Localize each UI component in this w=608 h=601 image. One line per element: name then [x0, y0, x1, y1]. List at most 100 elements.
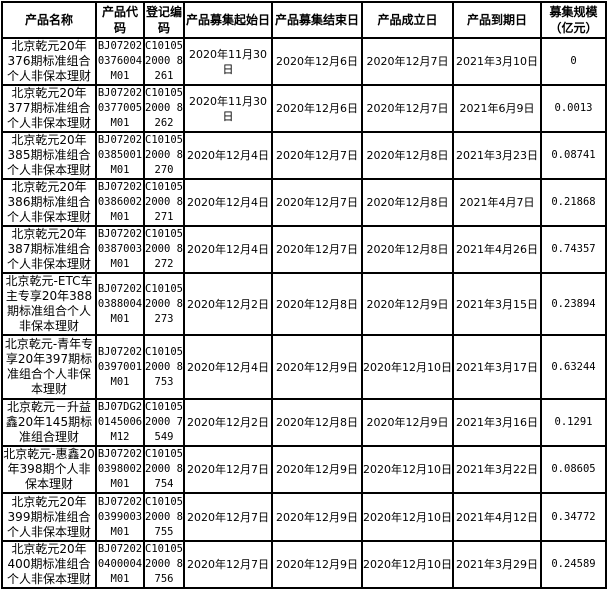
header-reg: 登记编码	[143, 1, 185, 39]
header-end: 产品募集结束日	[271, 1, 363, 39]
cell-end: 2020年12月8日	[271, 398, 363, 447]
cell-name: 北京乾元20年399期标准组合个人非保本理财	[1, 492, 97, 542]
cell-reg: C101052000 8753	[143, 334, 185, 400]
header-size: 募集规模（亿元）	[540, 1, 607, 39]
product-table: 产品名称 产品代码 登记编码 产品募集起始日 产品募集结束日 产品成立日 产品到…	[1, 1, 607, 589]
cell-name: 北京乾元20年385期标准组合个人非保本理财	[1, 131, 97, 180]
cell-found: 2020年12月10日	[361, 492, 454, 542]
table-row: 北京乾元20年386期标准组合个人非保本理财 BJ072020386002M01 C…	[1, 178, 607, 227]
cell-name: 北京乾元-青年专享20年397期标准组合个人非保本理财	[1, 334, 97, 400]
cell-size: 0.0013	[540, 84, 607, 133]
cell-end: 2020年12月9日	[271, 540, 363, 589]
cell-reg: C101052000 8262	[143, 84, 185, 133]
cell-size: 0.08605	[540, 445, 607, 494]
cell-reg: C101052000 8272	[143, 225, 185, 274]
cell-start: 2020年11月30日	[183, 84, 273, 133]
cell-found: 2020年12月8日	[361, 225, 454, 274]
cell-size: 0.08741	[540, 131, 607, 180]
cell-size: 0.1291	[540, 398, 607, 447]
cell-found: 2020年12月8日	[361, 178, 454, 227]
cell-start: 2020年12月7日	[183, 540, 273, 589]
cell-end: 2020年12月9日	[271, 492, 363, 542]
cell-name: 北京乾元20年386期标准组合个人非保本理财	[1, 178, 97, 227]
cell-size: 0.34772	[540, 492, 607, 542]
cell-mature: 2021年3月29日	[452, 540, 542, 589]
cell-found: 2020年12月10日	[361, 334, 454, 400]
header-start: 产品募集起始日	[183, 1, 273, 39]
cell-reg: C101052000 8273	[143, 272, 185, 336]
header-row: 产品名称 产品代码 登记编码 产品募集起始日 产品募集结束日 产品成立日 产品到…	[1, 1, 607, 39]
header-code: 产品代码	[95, 1, 145, 39]
cell-mature: 2021年3月23日	[452, 131, 542, 180]
cell-reg: C101052000 8756	[143, 540, 185, 589]
cell-code: BJ072020376004M01	[95, 37, 145, 86]
cell-code: BJ072020388004M01	[95, 272, 145, 336]
cell-code: BJ072020398002M01	[95, 445, 145, 494]
cell-mature: 2021年4月7日	[452, 178, 542, 227]
cell-name: 北京乾元20年377期标准组合个人非保本理财	[1, 84, 97, 133]
header-name: 产品名称	[1, 1, 97, 39]
cell-name: 北京乾元－升益鑫20年145期标准组合理财	[1, 398, 97, 447]
cell-found: 2020年12月7日	[361, 37, 454, 86]
cell-size: 0.23894	[540, 272, 607, 336]
cell-reg: C101052000 8261	[143, 37, 185, 86]
cell-start: 2020年12月4日	[183, 225, 273, 274]
cell-mature: 2021年3月15日	[452, 272, 542, 336]
cell-code: BJ072020385001M01	[95, 131, 145, 180]
cell-mature: 2021年3月10日	[452, 37, 542, 86]
table-row: 北京乾元－升益鑫20年145期标准组合理财 BJ07DG20145006M12 C1…	[1, 398, 607, 447]
cell-mature: 2021年3月17日	[452, 334, 542, 400]
cell-size: 0	[540, 37, 607, 86]
cell-start: 2020年12月7日	[183, 445, 273, 494]
cell-end: 2020年12月9日	[271, 334, 363, 400]
table-row: 北京乾元-青年专享20年397期标准组合个人非保本理财 BJ07202039700…	[1, 334, 607, 400]
cell-name: 北京乾元20年400期标准组合个人非保本理财	[1, 540, 97, 589]
cell-code: BJ072020397001M01	[95, 334, 145, 400]
cell-found: 2020年12月8日	[361, 131, 454, 180]
table-row: 北京乾元-ETC车主专享20年388期标准组合个人非保本理财 BJ07202038…	[1, 272, 607, 336]
cell-end: 2020年12月6日	[271, 37, 363, 86]
header-found: 产品成立日	[361, 1, 454, 39]
cell-name: 北京乾元-惠鑫20年398期个人非保本理财	[1, 445, 97, 494]
cell-found: 2020年12月10日	[361, 445, 454, 494]
cell-end: 2020年12月8日	[271, 272, 363, 336]
table-row: 北京乾元20年377期标准组合个人非保本理财 BJ072020377005M01 C…	[1, 84, 607, 133]
cell-start: 2020年12月2日	[183, 398, 273, 447]
cell-size: 0.74357	[540, 225, 607, 274]
cell-found: 2020年12月9日	[361, 272, 454, 336]
cell-end: 2020年12月6日	[271, 84, 363, 133]
cell-end: 2020年12月7日	[271, 178, 363, 227]
cell-end: 2020年12月7日	[271, 131, 363, 180]
cell-end: 2020年12月9日	[271, 445, 363, 494]
cell-code: BJ072020399003M01	[95, 492, 145, 542]
table-row: 北京乾元-惠鑫20年398期个人非保本理财 BJ072020398002M01 C1…	[1, 445, 607, 494]
cell-reg: C101052000 8755	[143, 492, 185, 542]
cell-found: 2020年12月9日	[361, 398, 454, 447]
cell-code: BJ072020377005M01	[95, 84, 145, 133]
cell-start: 2020年12月4日	[183, 178, 273, 227]
cell-reg: C101052000 8754	[143, 445, 185, 494]
cell-start: 2020年12月2日	[183, 272, 273, 336]
cell-reg: C101052000 7549	[143, 398, 185, 447]
cell-end: 2020年12月7日	[271, 225, 363, 274]
cell-start: 2020年11月30日	[183, 37, 273, 86]
cell-code: BJ07DG20145006M12	[95, 398, 145, 447]
cell-name: 北京乾元-ETC车主专享20年388期标准组合个人非保本理财	[1, 272, 97, 336]
cell-reg: C101052000 8270	[143, 131, 185, 180]
cell-found: 2020年12月10日	[361, 540, 454, 589]
cell-mature: 2021年3月16日	[452, 398, 542, 447]
cell-code: BJ072020400004M01	[95, 540, 145, 589]
cell-code: BJ072020386002M01	[95, 178, 145, 227]
table-row: 北京乾元20年399期标准组合个人非保本理财 BJ072020399003M01 C…	[1, 492, 607, 542]
cell-mature: 2021年6月9日	[452, 84, 542, 133]
table-row: 北京乾元20年400期标准组合个人非保本理财 BJ072020400004M01 C…	[1, 540, 607, 589]
cell-name: 北京乾元20年376期标准组合个人非保本理财	[1, 37, 97, 86]
cell-found: 2020年12月7日	[361, 84, 454, 133]
table-row: 北京乾元20年385期标准组合个人非保本理财 BJ072020385001M01 C…	[1, 131, 607, 180]
table-row: 北京乾元20年376期标准组合个人非保本理财 BJ072020376004M01 C…	[1, 37, 607, 86]
cell-size: 0.24589	[540, 540, 607, 589]
cell-start: 2020年12月7日	[183, 492, 273, 542]
cell-size: 0.63244	[540, 334, 607, 400]
cell-start: 2020年12月4日	[183, 334, 273, 400]
table-row: 北京乾元20年387期标准组合个人非保本理财 BJ072020387003M01 C…	[1, 225, 607, 274]
